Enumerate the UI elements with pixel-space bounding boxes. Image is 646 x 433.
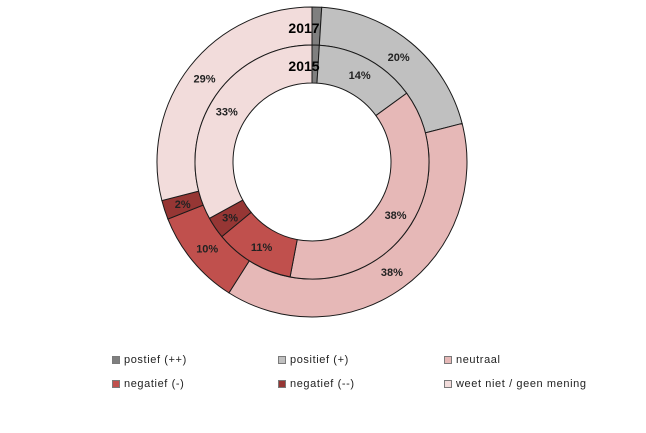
data-label-2017-negatief-minusminus: 2% bbox=[175, 199, 191, 211]
data-label-2017-weet-niet: 29% bbox=[194, 74, 216, 86]
legend-swatch bbox=[278, 356, 286, 364]
legend-item-neutraal: neutraal bbox=[444, 354, 610, 366]
slice-2015-weet-niet bbox=[194, 44, 313, 220]
legend-label: neutraal bbox=[456, 354, 501, 366]
ring-label-2017: 2017 bbox=[288, 20, 319, 36]
legend-label: positief (+) bbox=[290, 354, 349, 366]
data-label-2015-negatief-minusminus: 3% bbox=[222, 213, 238, 225]
legend-item-positief-plus: positief (+) bbox=[278, 354, 444, 366]
legend-item-weet-niet: weet niet / geen mening bbox=[444, 378, 610, 390]
legend-row-1: postief (++) positief (+) neutraal bbox=[112, 348, 632, 372]
data-label-2015-negatief-minus: 11% bbox=[251, 242, 273, 254]
data-label-2015-neutraal: 38% bbox=[385, 210, 407, 222]
data-label-2017-positief-plus: 20% bbox=[388, 52, 410, 64]
slice-2015-neutraal bbox=[289, 92, 430, 280]
legend-row-2: negatief (-) negatief (--) weet niet / g… bbox=[112, 372, 632, 396]
legend-swatch bbox=[278, 380, 286, 388]
legend-swatch bbox=[444, 356, 452, 364]
ring-label-2015: 2015 bbox=[288, 58, 319, 74]
legend-label: negatief (-) bbox=[124, 378, 185, 390]
legend-label: postief (++) bbox=[124, 354, 187, 366]
data-label-2017-neutraal: 38% bbox=[381, 267, 403, 279]
data-label-2017-negatief-minus: 10% bbox=[196, 244, 218, 256]
slice-2017-neutraal bbox=[228, 122, 468, 318]
legend-item-negatief-minus: negatief (-) bbox=[112, 378, 278, 390]
legend-item-postief-plusplus: postief (++) bbox=[112, 354, 278, 366]
legend-swatch bbox=[112, 356, 120, 364]
legend-label: weet niet / geen mening bbox=[456, 378, 587, 390]
legend-item-negatief-minusminus: negatief (--) bbox=[278, 378, 444, 390]
legend-swatch bbox=[444, 380, 452, 388]
legend-label: negatief (--) bbox=[290, 378, 355, 390]
data-label-2015-positief-plus: 14% bbox=[349, 70, 371, 82]
legend: postief (++) positief (+) neutraal negat… bbox=[112, 348, 632, 396]
data-label-2015-weet-niet: 33% bbox=[216, 107, 238, 119]
legend-swatch bbox=[112, 380, 120, 388]
